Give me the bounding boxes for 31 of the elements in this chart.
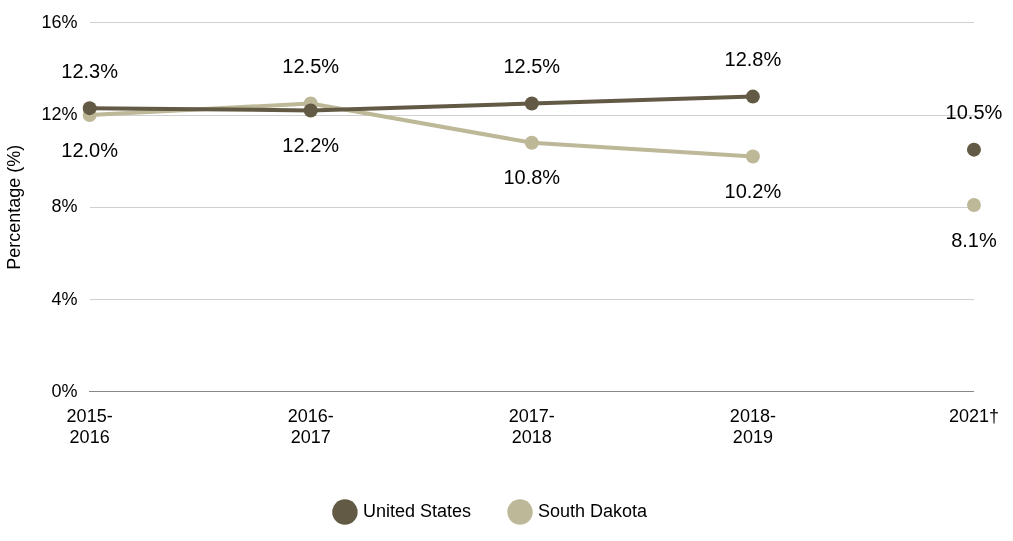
data-label: 12.5% [282,55,340,78]
data-label: 10.2% [724,180,782,203]
y-tick-label: 0% [51,380,78,401]
y-tick-label: 16% [41,11,78,32]
y-axis-title: Percentage (%) [3,144,24,270]
point [524,135,539,150]
legend-label: South Dakota [537,500,649,521]
x-tick-label: 2018-2019 [729,405,776,448]
point [82,101,97,116]
data-label: 12.0% [61,138,119,161]
point [966,142,981,157]
legend-label: United States [362,500,471,521]
data-label: 8.1% [951,228,997,251]
data-label: 12.8% [724,48,782,71]
x-tick-label: 2016-2017 [287,405,334,448]
point [303,103,318,118]
data-label: 12.2% [282,133,340,156]
point [524,96,539,111]
y-tick-label: 4% [51,288,78,309]
data-label: 10.8% [503,166,561,189]
x-tick-label: 2017-2018 [508,405,555,448]
y-tick-label: 8% [51,196,78,217]
point [745,89,760,104]
data-label: 10.5% [945,101,1003,124]
x-tick-label: 2015-2016 [66,405,113,448]
y-tick-label: 12% [41,104,78,125]
point [966,197,981,212]
x-tick-label: 2021† [948,405,999,426]
data-label: 12.3% [61,59,119,82]
point [745,149,760,164]
data-label: 12.5% [503,55,561,78]
